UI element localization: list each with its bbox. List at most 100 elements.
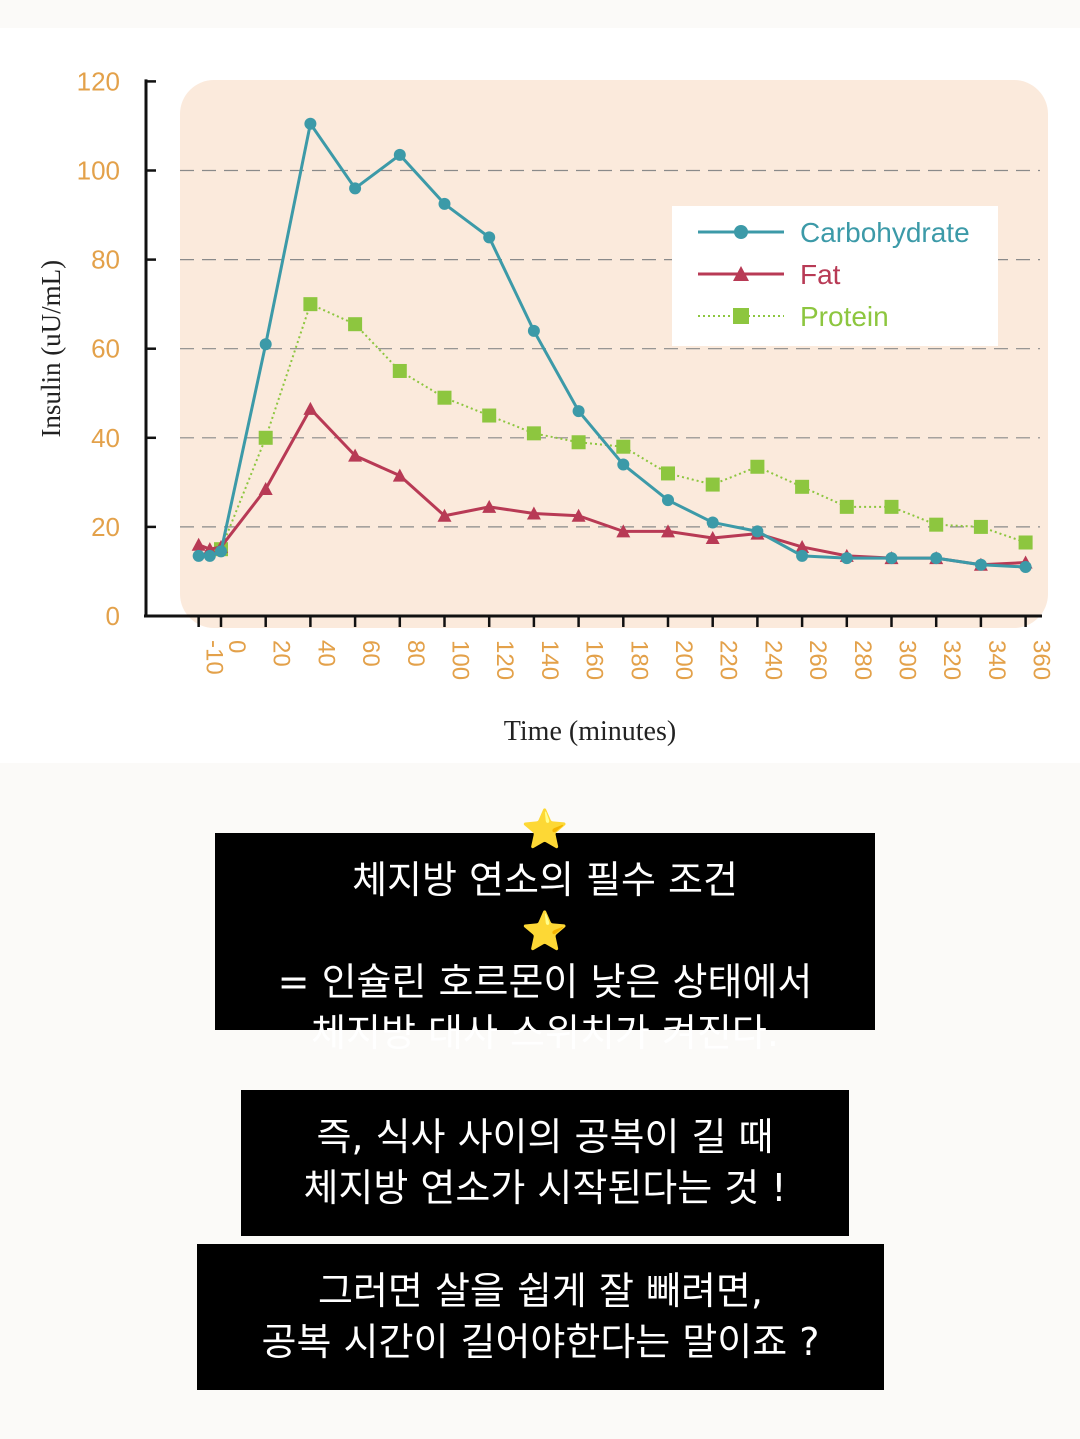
data-point-carbohydrate: [438, 197, 451, 210]
data-point-carbohydrate: [349, 182, 362, 195]
x-tick-label: 340: [983, 640, 1010, 680]
data-point-protein: [571, 435, 586, 450]
x-tick-label: 260: [804, 640, 831, 680]
data-point-carbohydrate: [1019, 560, 1032, 573]
data-point-carbohydrate: [527, 324, 540, 337]
data-point-protein: [526, 426, 541, 441]
star-icon: ⭐: [521, 909, 569, 953]
data-point-carbohydrate: [617, 458, 630, 471]
x-tick-label: 60: [357, 640, 384, 667]
data-point-fat: [437, 508, 452, 522]
x-tick-label: 160: [581, 640, 608, 680]
data-point-fat: [392, 468, 407, 482]
x-tick-label: 220: [715, 640, 742, 680]
y-tick-label: 20: [91, 512, 120, 542]
data-point-fat: [795, 539, 810, 553]
legend-label-carbohydrate: Carbohydrate: [800, 217, 970, 248]
caption-1-line-2: = 인슐린 호르몬이 낮은 상태에서: [277, 960, 813, 1004]
x-tick-label: -10: [201, 640, 228, 675]
x-tick-label: 180: [625, 640, 652, 680]
y-tick-label: 80: [91, 245, 120, 275]
x-tick-label: 120: [491, 640, 518, 680]
data-point-carbohydrate: [259, 338, 272, 351]
data-point-fat: [526, 506, 541, 520]
x-tick-label: 320: [938, 640, 965, 680]
x-tick-label: 200: [670, 640, 697, 680]
x-axis-title: Time (minutes): [504, 716, 676, 747]
legend-label-protein: Protein: [800, 301, 889, 332]
x-tick-label: 300: [894, 640, 921, 680]
data-point-carbohydrate: [796, 549, 809, 562]
caption-1-line-1: ⭐ 체지방 연소의 필수 조건 ⭐: [352, 804, 738, 957]
legend-marker-carbohydrate: [734, 225, 748, 239]
data-point-carbohydrate: [885, 552, 898, 565]
data-point-carbohydrate: [840, 552, 853, 565]
y-tick-label: 0: [106, 601, 120, 631]
data-point-fat: [705, 531, 720, 545]
caption-box-long-fasting-time: 그러면 살을 쉽게 잘 빼려면, 공복 시간이 길어야한다는 말이죠 ?: [197, 1244, 884, 1390]
x-tick-label: 0: [223, 640, 250, 653]
data-point-protein: [750, 459, 765, 474]
data-point-fat: [482, 499, 497, 513]
x-tick-label: 240: [759, 640, 786, 680]
legend-marker-protein: [733, 308, 749, 324]
y-tick-label: 40: [91, 423, 120, 453]
data-point-carbohydrate: [203, 549, 216, 562]
data-point-carbohydrate: [572, 405, 585, 418]
data-point-protein: [795, 479, 810, 494]
data-point-carbohydrate: [192, 549, 205, 562]
caption-box-fasting-between-meals: 즉, 식사 사이의 공복이 길 때 체지방 연소가 시작된다는 것 !: [241, 1090, 849, 1236]
x-tick-label: 280: [849, 640, 876, 680]
y-tick-label: 100: [77, 156, 120, 186]
y-tick-label: 120: [77, 66, 120, 96]
data-point-protein: [437, 390, 452, 405]
data-point-protein: [616, 439, 631, 454]
caption-3-line-1: 그러면 살을 쉽게 잘 빼려면,: [318, 1269, 763, 1313]
x-tick-label: 80: [402, 640, 429, 667]
data-point-fat: [303, 401, 318, 415]
data-point-fat: [348, 448, 363, 462]
y-tick-label: 60: [91, 334, 120, 364]
legend-marker-fat: [733, 266, 749, 281]
data-point-fat: [661, 524, 675, 538]
legend-label-fat: Fat: [800, 259, 841, 290]
data-point-carbohydrate: [215, 545, 227, 558]
data-point-protein: [258, 430, 273, 445]
data-point-carbohydrate: [930, 552, 943, 565]
caption-2-line-2: 체지방 연소가 시작된다는 것 !: [303, 1166, 787, 1210]
x-tick-label: 140: [536, 640, 563, 680]
star-icon: ⭐: [521, 807, 569, 851]
data-point-protein: [1018, 535, 1033, 550]
caption-1-title: 체지방 연소의 필수 조건: [352, 858, 738, 902]
data-point-protein: [884, 499, 899, 514]
data-point-carbohydrate: [751, 525, 764, 538]
plot-background: [180, 80, 1048, 628]
data-point-fat: [191, 537, 206, 551]
data-point-protein: [348, 317, 363, 332]
data-point-carbohydrate: [483, 231, 496, 244]
data-point-fat: [571, 508, 586, 522]
x-tick-label: 20: [268, 640, 295, 667]
data-point-protein: [661, 466, 675, 481]
data-point-protein: [929, 517, 944, 532]
data-point-protein: [839, 499, 854, 514]
caption-1-line-3: 체지방 대사 스위치가 켜진다.: [311, 1011, 779, 1055]
insulin-chart-panel: 0 20 40 60 80 100 120 -10 0 20 40 60 80 100 120 140 160 1…: [0, 28, 1080, 763]
data-point-protein: [392, 363, 407, 378]
caption-2-line-1: 즉, 식사 사이의 공복이 길 때: [316, 1115, 774, 1159]
legend-box: [672, 206, 998, 346]
data-point-carbohydrate: [706, 516, 719, 529]
data-point-protein: [973, 519, 988, 534]
data-point-carbohydrate: [662, 494, 674, 507]
data-point-protein: [482, 408, 497, 423]
x-tick-label: 360: [1028, 640, 1055, 680]
data-point-protein: [303, 297, 318, 312]
data-point-carbohydrate: [393, 148, 406, 161]
x-tick-label: 40: [312, 640, 339, 667]
y-axis-title: Insulin (uU/mL): [36, 260, 66, 438]
data-point-protein: [705, 477, 720, 492]
x-tick-label: 100: [447, 640, 474, 680]
data-point-carbohydrate: [304, 117, 317, 130]
data-point-fat: [616, 524, 631, 538]
